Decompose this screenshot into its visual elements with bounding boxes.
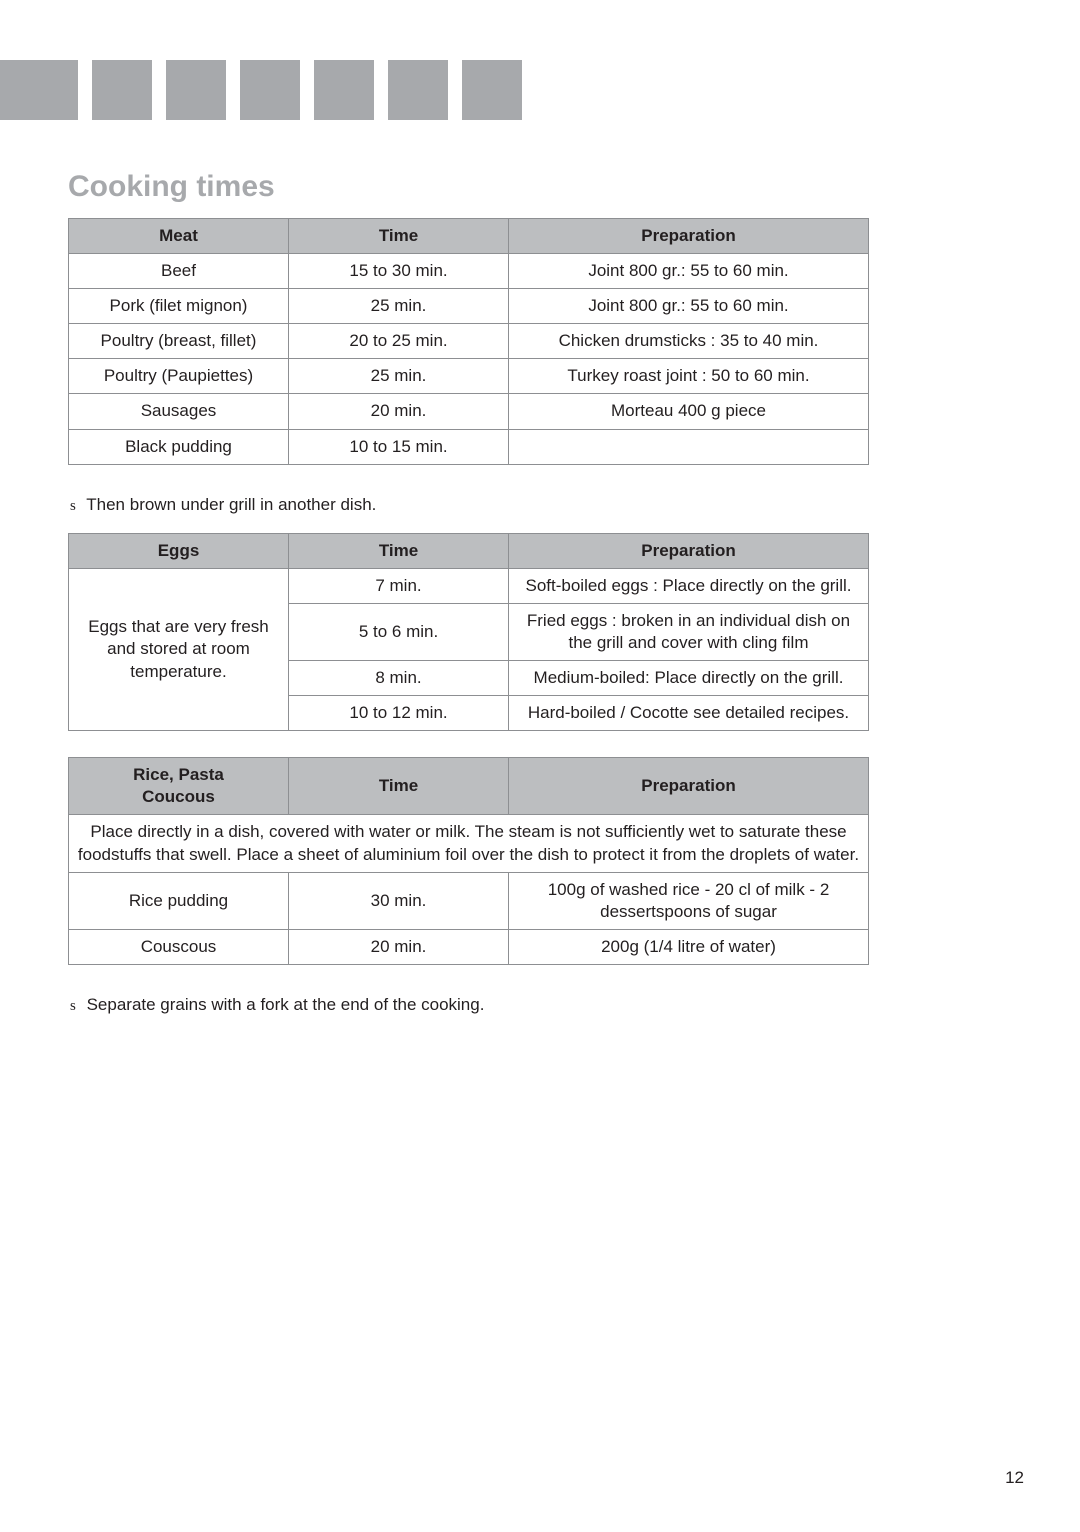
col-header-time: Time	[289, 758, 509, 815]
cell-prep: Turkey roast joint : 50 to 60 min.	[509, 359, 869, 394]
col-header-meat: Meat	[69, 219, 289, 254]
table-row: Poultry (breast, fillet)20 to 25 min.Chi…	[69, 324, 869, 359]
eggs-table: Eggs Time Preparation Eggs that are very…	[68, 533, 869, 732]
table-header-row: Rice, Pasta Coucous Time Preparation	[69, 758, 869, 815]
rice-pasta-table: Rice, Pasta Coucous Time Preparation Pla…	[68, 757, 869, 965]
square-1	[0, 60, 78, 120]
table-row: Beef15 to 30 min.Joint 800 gr.: 55 to 60…	[69, 254, 869, 289]
cell-item: Black pudding	[69, 429, 289, 464]
cell-time: 20 to 25 min.	[289, 324, 509, 359]
note-separate-grains: s Separate grains with a fork at the end…	[70, 995, 1015, 1015]
col-header-preparation: Preparation	[509, 219, 869, 254]
cell-item: Sausages	[69, 394, 289, 429]
col-header-rice-pasta: Rice, Pasta Coucous	[69, 758, 289, 815]
decorative-squares	[0, 60, 1015, 120]
note-marker: s	[70, 498, 76, 514]
cell-prep: Soft-boiled eggs : Place directly on the…	[509, 568, 869, 603]
col-header-preparation: Preparation	[509, 533, 869, 568]
cell-prep: Chicken drumsticks : 35 to 40 min.	[509, 324, 869, 359]
page-title: Cooking times	[68, 170, 1015, 204]
table-row: Sausages20 min.Morteau 400 g piece	[69, 394, 869, 429]
cell-item: Couscous	[69, 929, 289, 964]
cell-prep: Joint 800 gr.: 55 to 60 min.	[509, 254, 869, 289]
note-marker: s	[70, 998, 76, 1014]
square-3	[166, 60, 226, 120]
instruction-cell: Place directly in a dish, covered with w…	[69, 815, 869, 872]
cell-item: Beef	[69, 254, 289, 289]
col-header-time: Time	[289, 219, 509, 254]
header-line1: Rice, Pasta	[133, 765, 224, 784]
eggs-merged-cell: Eggs that are very fresh and stored at r…	[69, 568, 289, 730]
table-header-row: Meat Time Preparation	[69, 219, 869, 254]
col-header-time: Time	[289, 533, 509, 568]
cell-prep	[509, 429, 869, 464]
cell-time: 10 to 12 min.	[289, 696, 509, 731]
table-row: Place directly in a dish, covered with w…	[69, 815, 869, 872]
cell-prep: Hard-boiled / Cocotte see detailed recip…	[509, 696, 869, 731]
meat-table: Meat Time Preparation Beef15 to 30 min.J…	[68, 218, 869, 465]
header-line2: Coucous	[142, 787, 215, 806]
table-row: Pork (filet mignon)25 min.Joint 800 gr.:…	[69, 289, 869, 324]
note-text: Then brown under grill in another dish.	[86, 495, 376, 514]
cell-time: 5 to 6 min.	[289, 603, 509, 660]
cell-prep: 100g of washed rice - 20 cl of milk - 2 …	[509, 872, 869, 929]
square-4	[240, 60, 300, 120]
table-row: Rice pudding 30 min. 100g of washed rice…	[69, 872, 869, 929]
cell-prep: 200g (1/4 litre of water)	[509, 929, 869, 964]
table-row: Couscous 20 min. 200g (1/4 litre of wate…	[69, 929, 869, 964]
cell-item: Poultry (breast, fillet)	[69, 324, 289, 359]
cell-time: 20 min.	[289, 394, 509, 429]
cell-time: 8 min.	[289, 661, 509, 696]
cell-item: Pork (filet mignon)	[69, 289, 289, 324]
table-row: Eggs that are very fresh and stored at r…	[69, 568, 869, 603]
cell-prep: Morteau 400 g piece	[509, 394, 869, 429]
note-brown-under-grill: s Then brown under grill in another dish…	[70, 495, 1015, 515]
table-row: Black pudding10 to 15 min.	[69, 429, 869, 464]
cell-time: 7 min.	[289, 568, 509, 603]
col-header-eggs: Eggs	[69, 533, 289, 568]
note-text: Separate grains with a fork at the end o…	[87, 995, 485, 1014]
cell-time: 30 min.	[289, 872, 509, 929]
cell-time: 20 min.	[289, 929, 509, 964]
cell-time: 10 to 15 min.	[289, 429, 509, 464]
square-6	[388, 60, 448, 120]
square-2	[92, 60, 152, 120]
cell-prep: Fried eggs : broken in an individual dis…	[509, 603, 869, 660]
page-number: 12	[1005, 1468, 1024, 1488]
cell-prep: Medium-boiled: Place directly on the gri…	[509, 661, 869, 696]
cell-prep: Joint 800 gr.: 55 to 60 min.	[509, 289, 869, 324]
cell-time: 25 min.	[289, 359, 509, 394]
cell-time: 25 min.	[289, 289, 509, 324]
table-row: Poultry (Paupiettes)25 min.Turkey roast …	[69, 359, 869, 394]
cell-item: Poultry (Paupiettes)	[69, 359, 289, 394]
cell-item: Rice pudding	[69, 872, 289, 929]
square-5	[314, 60, 374, 120]
table-header-row: Eggs Time Preparation	[69, 533, 869, 568]
cell-time: 15 to 30 min.	[289, 254, 509, 289]
col-header-preparation: Preparation	[509, 758, 869, 815]
square-7	[462, 60, 522, 120]
